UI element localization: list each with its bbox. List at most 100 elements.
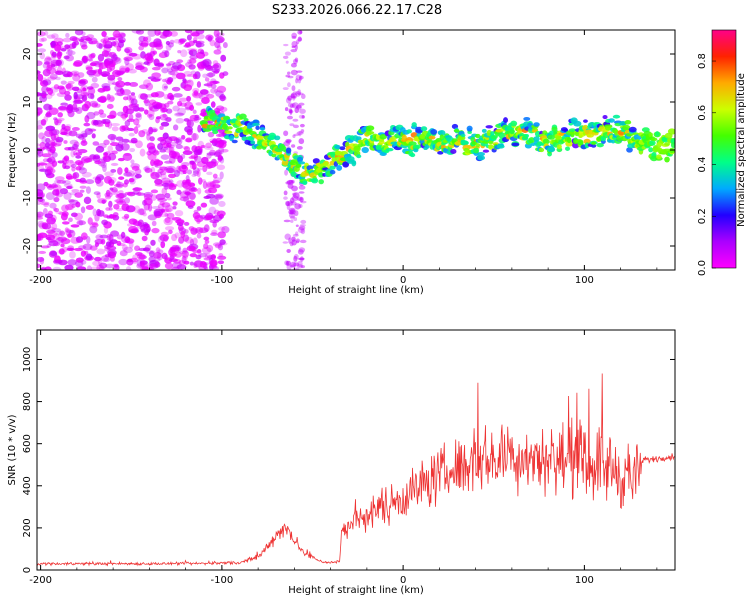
spectrogram-noise-cell <box>295 240 300 244</box>
spectrogram-noise-cell <box>220 54 227 62</box>
spectrogram-noise-cell <box>43 103 52 111</box>
spectrogram-noise-cell <box>299 223 306 227</box>
spectrogram-noise-cell <box>67 48 73 56</box>
chart-title: S233.2026.066.22.17.C28 <box>272 3 442 18</box>
spectrogram-noise-cell <box>292 134 296 139</box>
y-tick-label: 1000 <box>22 347 33 372</box>
spectrogram-noise-cell <box>108 152 117 161</box>
spectrogram-noise-cell <box>148 146 156 154</box>
spectrogram-noise-cell <box>113 33 123 38</box>
spectrogram-noise-cell <box>212 184 221 189</box>
spectrogram-noise-cell <box>63 55 70 60</box>
spectrogram-noise-cell <box>112 263 117 267</box>
spectrogram-noise-cell <box>123 246 134 253</box>
spectrogram-noise-cell <box>51 222 58 231</box>
spectrogram-noise-cell <box>160 147 169 151</box>
spectrogram-noise-cell <box>112 212 119 217</box>
spectrogram-noise-cell <box>37 216 44 220</box>
spectrogram-noise-cell <box>220 148 229 153</box>
snr-plot-area <box>37 330 675 570</box>
spectrogram-ridge-cell <box>650 137 658 142</box>
spectrogram-noise-cell <box>72 103 78 111</box>
spectrogram-noise-cell <box>204 189 212 194</box>
spectrogram-noise-cell <box>163 145 173 153</box>
spectrogram-noise-cell <box>75 257 84 263</box>
spectrogram-noise-cell <box>288 212 296 219</box>
spectrogram-noise-cell <box>163 94 170 100</box>
spectrogram-noise-cell <box>186 128 193 136</box>
spectrogram-noise-cell <box>121 111 128 116</box>
spectrogram-noise-cell <box>89 62 97 67</box>
spectrogram-noise-cell <box>39 52 46 60</box>
spectrogram-ridge-cell <box>379 134 387 140</box>
spectrogram-noise-cell <box>53 133 60 141</box>
spectrogram-noise-cell <box>291 144 296 148</box>
spectrogram-ridge-cell <box>488 140 494 145</box>
spectrogram-noise-cell <box>207 131 215 138</box>
spectrogram-noise-cell <box>37 91 40 97</box>
spectrogram-noise-cell <box>60 102 68 106</box>
spectrogram-noise-cell <box>62 37 72 43</box>
spectrogram-noise-cell <box>282 55 289 59</box>
spectrogram-ridge-cell <box>467 130 472 135</box>
spectrogram-noise-cell <box>49 251 57 257</box>
spectrogram-noise-cell <box>88 73 95 78</box>
spectrogram-noise-cell <box>295 231 299 236</box>
spectrogram-noise-cell <box>217 154 223 162</box>
spectrogram-noise-cell <box>196 81 202 88</box>
spectrogram-noise-cell <box>167 70 176 75</box>
spectrogram-noise-cell <box>59 230 66 237</box>
spectrogram-noise-cell <box>171 233 178 242</box>
spectrogram-ridge-cell <box>243 118 249 122</box>
spectrogram-noise-cell <box>71 145 78 151</box>
spectrogram-noise-cell <box>86 111 96 120</box>
colorbar-ticks: 0.0 0.2 0.4 0.6 0.8 <box>697 53 716 276</box>
spectrogram-x-ticks: -200 -100 0 100 <box>29 30 658 286</box>
spectrogram-noise-cell <box>160 173 167 180</box>
spectrogram-noise-cell <box>151 220 157 227</box>
spectrogram-noise-cell <box>148 250 155 258</box>
spectrogram-noise-cell <box>219 106 228 112</box>
spectrogram-noise-cell <box>169 39 175 45</box>
spectrogram-noise-cell <box>37 70 42 74</box>
spectrogram-noise-cell <box>46 216 56 225</box>
spectrogram-noise-cell <box>68 198 75 203</box>
spectrogram-noise-cell <box>291 35 297 40</box>
spectrogram-ridge-cell <box>281 159 289 166</box>
spectrogram-noise-cell <box>37 257 45 263</box>
spectrogram-noise-cell <box>284 169 288 176</box>
spectrogram-ridge-cell <box>583 119 588 123</box>
spectrogram-noise-cell <box>222 71 229 76</box>
spectrogram-noise-cell <box>121 138 130 143</box>
spectrogram-noise-cell <box>135 251 143 256</box>
spectrogram-noise-cell <box>283 141 291 147</box>
spectrogram-noise-cell <box>294 107 300 114</box>
spectrogram-ridge-cell <box>664 142 671 146</box>
spectrogram-ridge-cell <box>481 128 487 133</box>
spectrogram-noise-cell <box>80 206 86 214</box>
spectrogram-noise-cell <box>156 103 167 110</box>
spectrogram-noise-cell <box>150 92 159 98</box>
spectrogram-noise-cell <box>81 96 87 101</box>
spectrogram-noise-cell <box>161 78 167 83</box>
spectrogram-noise-cell <box>158 211 169 218</box>
spectrogram-noise-cell <box>205 161 213 169</box>
spectrogram-noise-cell <box>80 232 88 240</box>
spectrogram-noise-cell <box>167 100 174 105</box>
spectrogram-noise-cell <box>218 253 224 258</box>
spectrogram-noise-cell <box>203 83 213 87</box>
spectrogram-noise-cell <box>196 206 202 211</box>
spectrogram-noise-cell <box>144 94 155 98</box>
spectrogram-noise-cell <box>119 250 128 257</box>
spectrogram-ridge-cell <box>438 130 446 136</box>
spectrogram-noise-cell <box>173 258 181 264</box>
spectrogram-noise-cell <box>121 244 128 251</box>
spectrogram-noise-cell <box>215 33 220 42</box>
spectrogram-noise-cell <box>100 238 106 245</box>
spectrogram-noise-cell <box>92 208 97 217</box>
spectrogram-ridge-cell <box>271 153 277 158</box>
spectrogram-noise-cell <box>189 50 194 56</box>
spectrogram-noise-cell <box>168 136 178 142</box>
spectrogram-noise-cell <box>139 148 146 157</box>
